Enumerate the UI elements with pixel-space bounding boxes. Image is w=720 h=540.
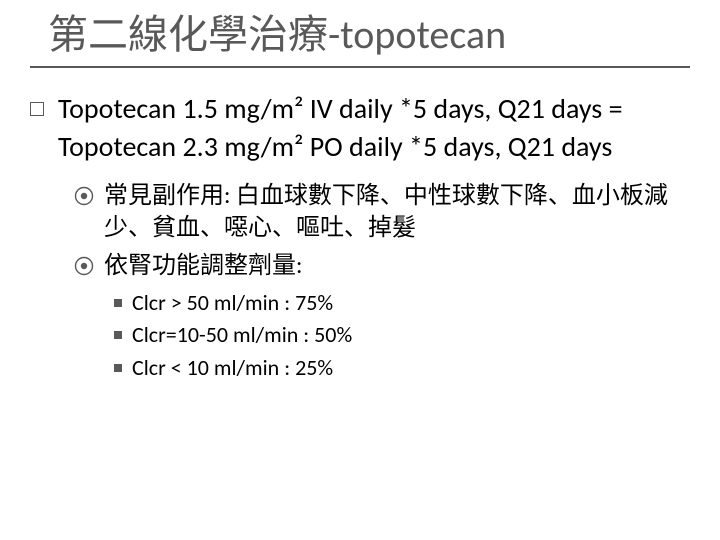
level1-text: Topotecan 1.5 mg/m² IV daily *5 days, Q2… <box>58 90 690 166</box>
square-fill-icon <box>114 364 122 372</box>
bullet-level2: 常見副作用: 白血球數下降、中性球數下降、血小板減少、貧血、噁心、嘔吐、掉髮 <box>30 180 690 245</box>
target-icon <box>74 186 94 206</box>
bullet-level3: Clcr < 10 ml/min : 25% <box>30 354 690 383</box>
square-fill-icon <box>114 331 122 339</box>
slide: 第二線化學治療-topotecan Topotecan 1.5 mg/m² IV… <box>0 0 720 540</box>
bullet-level3: Clcr=10-50 ml/min : 50% <box>30 321 690 350</box>
bullet-level3: Clcr > 50 ml/min : 75% <box>30 289 690 318</box>
level3-text: Clcr < 10 ml/min : 25% <box>132 354 333 383</box>
slide-title: 第二線化學治療-topotecan <box>30 12 690 68</box>
square-fill-icon <box>114 299 122 307</box>
level3-text: Clcr > 50 ml/min : 75% <box>132 289 333 318</box>
level2-text: 依腎功能調整劑量: <box>104 250 302 282</box>
target-icon <box>74 256 94 276</box>
level3-text: Clcr=10-50 ml/min : 50% <box>132 321 352 350</box>
bullet-level2: 依腎功能調整劑量: <box>30 250 690 282</box>
level2-text: 常見副作用: 白血球數下降、中性球數下降、血小板減少、貧血、噁心、嘔吐、掉髮 <box>104 180 690 245</box>
square-outline-icon <box>30 102 44 116</box>
bullet-level1: Topotecan 1.5 mg/m² IV daily *5 days, Q2… <box>30 90 690 166</box>
